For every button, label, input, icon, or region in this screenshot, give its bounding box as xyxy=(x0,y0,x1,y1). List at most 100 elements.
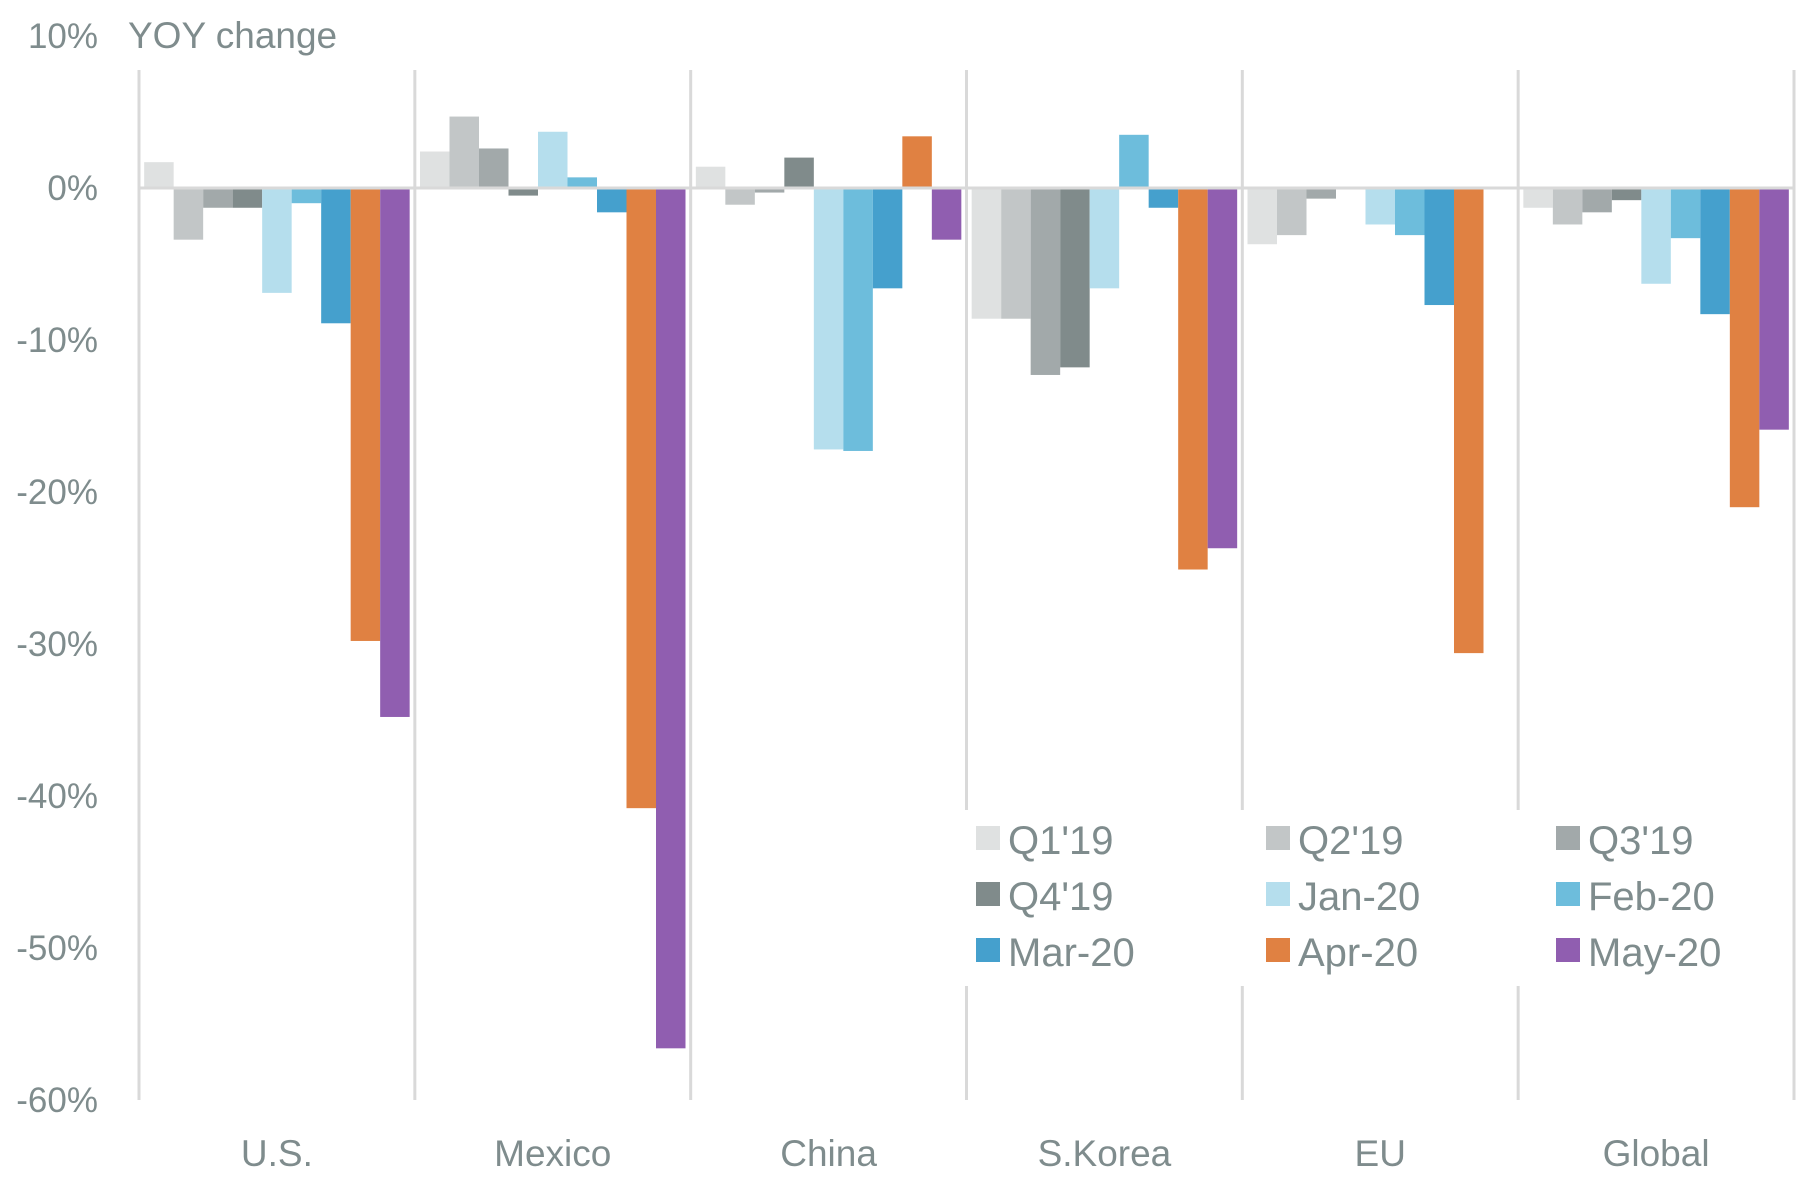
legend: Q1'19 Q2'19 Q3'19 Q4'19 Jan-20 Feb-20 Mar-20 Ap… xyxy=(962,810,1752,986)
y-tick-label: -10% xyxy=(16,321,98,360)
x-tick-label: U.S. xyxy=(241,1133,313,1174)
bar-us-may20 xyxy=(380,188,410,717)
bar-eu-feb20 xyxy=(1395,188,1425,236)
bar-skorea-q219 xyxy=(1001,188,1031,319)
bars-layer xyxy=(144,116,1789,1049)
x-tick-label: Global xyxy=(1603,1133,1710,1174)
bar-mexico-q419 xyxy=(508,188,538,196)
legend-label: Mar-20 xyxy=(1008,931,1135,975)
bar-mexico-may20 xyxy=(656,188,686,1049)
legend-label: Q1'19 xyxy=(1008,819,1114,863)
bar-global-q319 xyxy=(1582,188,1612,213)
y-tick-label: -30% xyxy=(16,625,98,664)
bar-global-jan20 xyxy=(1641,188,1671,284)
bar-global-q219 xyxy=(1552,188,1583,225)
x-axis: U.S. Mexico China S.Korea EU Global xyxy=(241,1133,1710,1174)
legend-item: Q3'19 xyxy=(1556,819,1694,863)
legend-label: Apr-20 xyxy=(1298,931,1418,975)
legend-item: Q4'19 xyxy=(976,875,1114,919)
legend-label: Q2'19 xyxy=(1298,819,1404,863)
bar-us-q119 xyxy=(144,162,174,188)
bar-global-apr20 xyxy=(1729,188,1760,508)
bar-mexico-jan20 xyxy=(538,131,568,188)
bar-skorea-q319 xyxy=(1030,188,1061,375)
legend-swatch xyxy=(976,882,1000,906)
legend-label: Feb-20 xyxy=(1588,875,1715,919)
legend-label: Q4'19 xyxy=(1008,875,1114,919)
bar-skorea-may20 xyxy=(1207,188,1238,549)
bar-china-apr20 xyxy=(902,136,932,188)
bar-global-mar20 xyxy=(1700,188,1730,315)
bar-skorea-apr20 xyxy=(1178,188,1208,570)
bar-china-q319 xyxy=(754,188,785,193)
bar-eu-jan20 xyxy=(1365,188,1395,225)
y-tick-label: 0% xyxy=(47,169,98,208)
bar-global-feb20 xyxy=(1670,188,1701,239)
y-tick-label: -60% xyxy=(16,1081,98,1120)
legend-swatch xyxy=(1266,938,1290,962)
bar-skorea-mar20 xyxy=(1148,188,1179,208)
bar-china-q119 xyxy=(695,166,726,188)
bar-mexico-q119 xyxy=(420,151,450,188)
legend-swatch xyxy=(976,938,1000,962)
bar-mexico-mar20 xyxy=(597,188,627,213)
y-axis: 10% 0% -10% -20% -30% -40% -50% -60% xyxy=(16,17,98,1120)
bar-skorea-feb20 xyxy=(1119,134,1149,188)
chart-title: YOY change xyxy=(128,15,337,56)
x-tick-label: Mexico xyxy=(494,1133,611,1174)
bar-mexico-q319 xyxy=(479,148,509,188)
bar-us-q219 xyxy=(173,188,204,240)
legend-item: Apr-20 xyxy=(1266,931,1418,975)
legend-item: Mar-20 xyxy=(976,931,1135,975)
bar-global-q419 xyxy=(1611,188,1642,201)
x-tick-label: China xyxy=(780,1133,877,1174)
bar-skorea-q419 xyxy=(1060,188,1090,368)
bar-us-q419 xyxy=(232,188,263,208)
legend-swatch xyxy=(1556,882,1580,906)
bar-china-feb20 xyxy=(843,188,873,451)
x-tick-label: S.Korea xyxy=(1038,1133,1172,1174)
y-tick-label: -50% xyxy=(16,929,98,968)
legend-swatch xyxy=(976,826,1000,850)
bar-eu-apr20 xyxy=(1454,188,1484,654)
legend-background xyxy=(962,810,1752,986)
y-tick-label: -20% xyxy=(16,473,98,512)
bar-us-apr20 xyxy=(350,188,381,641)
x-tick-label: EU xyxy=(1355,1133,1406,1174)
legend-item: Q2'19 xyxy=(1266,819,1404,863)
legend-swatch xyxy=(1556,938,1580,962)
bar-china-jan20 xyxy=(813,188,844,450)
bar-us-mar20 xyxy=(321,188,351,324)
bar-china-q419 xyxy=(784,157,814,188)
bar-china-mar20 xyxy=(872,188,903,289)
bar-eu-q119 xyxy=(1247,188,1277,245)
legend-label: May-20 xyxy=(1588,931,1721,975)
bar-us-jan20 xyxy=(262,188,292,293)
bar-us-feb20 xyxy=(291,188,322,204)
bar-skorea-q119 xyxy=(971,188,1002,319)
legend-swatch xyxy=(1556,826,1580,850)
legend-swatch xyxy=(1266,826,1290,850)
legend-item: May-20 xyxy=(1556,931,1721,975)
legend-item: Q1'19 xyxy=(976,819,1114,863)
bar-eu-q319 xyxy=(1306,188,1336,199)
legend-swatch xyxy=(1266,882,1290,906)
legend-label: Jan-20 xyxy=(1298,875,1420,919)
legend-item: Jan-20 xyxy=(1266,875,1420,919)
bar-global-q119 xyxy=(1523,188,1553,208)
bar-china-may20 xyxy=(931,188,962,240)
bar-eu-q219 xyxy=(1277,188,1307,236)
bar-skorea-jan20 xyxy=(1089,188,1120,289)
legend-item: Feb-20 xyxy=(1556,875,1715,919)
legend-label: Q3'19 xyxy=(1588,819,1694,863)
y-tick-label: -40% xyxy=(16,777,98,816)
bar-mexico-feb20 xyxy=(567,177,597,188)
bar-eu-mar20 xyxy=(1424,188,1454,306)
bar-us-q319 xyxy=(203,188,233,208)
bar-global-may20 xyxy=(1759,188,1789,430)
bar-mexico-q219 xyxy=(449,116,479,188)
bar-mexico-apr20 xyxy=(626,188,656,809)
y-tick-label: 10% xyxy=(28,17,98,56)
bar-china-q219 xyxy=(725,188,755,205)
